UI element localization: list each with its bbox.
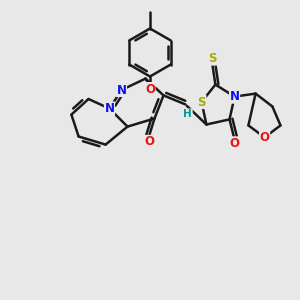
Text: O: O: [145, 82, 155, 96]
Text: N: N: [104, 102, 115, 115]
Text: O: O: [260, 131, 270, 144]
Text: N: N: [230, 90, 240, 103]
Text: S: S: [208, 52, 217, 65]
Text: H: H: [183, 109, 192, 119]
Text: N: N: [116, 83, 127, 97]
Text: O: O: [229, 137, 239, 150]
Text: S: S: [197, 95, 206, 109]
Text: O: O: [144, 135, 154, 148]
